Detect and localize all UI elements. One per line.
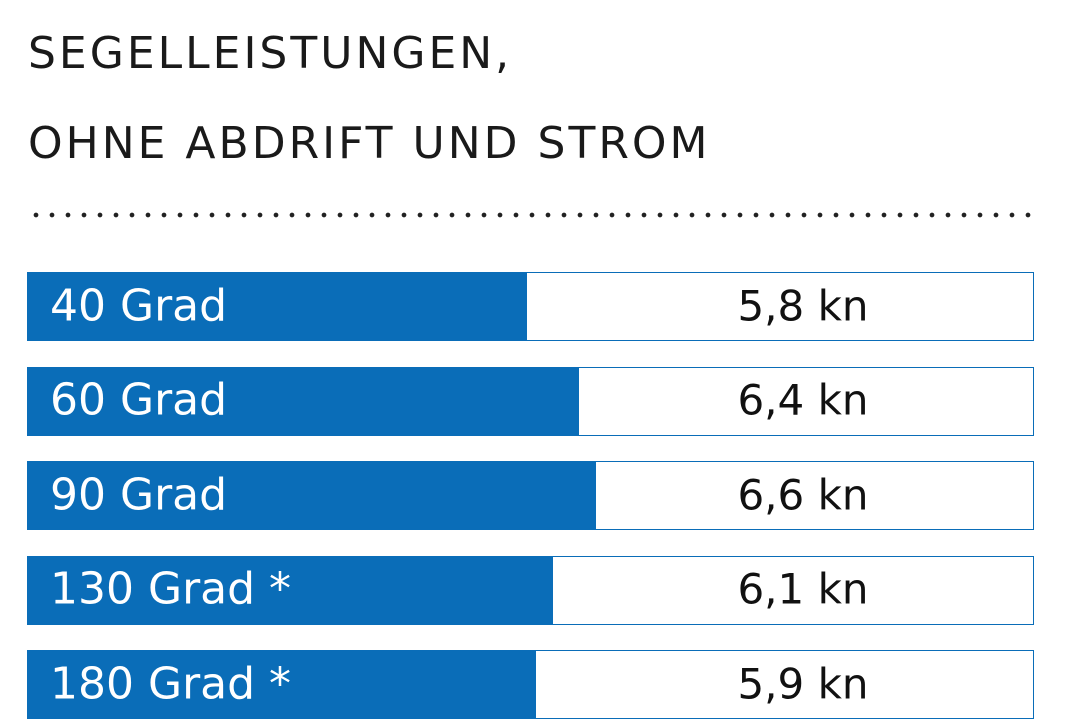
bar-row: 180 Grad * 5,9 kn — [27, 650, 1034, 719]
bar-category-label: 180 Grad * — [50, 657, 292, 709]
bar — [28, 367, 579, 435]
bar-value-label: 6,6 kn — [737, 470, 869, 520]
chart-title-line-1: SEGELLEISTUNGEN, — [28, 28, 513, 79]
bar-row: 130 Grad * 6,1 kn — [27, 555, 1034, 625]
bar-category-label: 60 Grad — [50, 374, 228, 426]
bar-value-label: 6,1 kn — [737, 564, 869, 614]
bar-category-label: 130 Grad * — [50, 563, 292, 615]
bar — [28, 556, 553, 624]
bar-row: 40 Grad 5,8 kn — [27, 272, 1034, 341]
chart-title-line-2: OHNE ABDRIFT UND STROM — [28, 118, 711, 169]
bar-value-label: 6,4 kn — [737, 375, 869, 425]
bar-row: 60 Grad 6,4 kn — [27, 366, 1034, 436]
bar-category-label: 90 Grad — [50, 468, 228, 520]
bar-value-label: 5,9 kn — [737, 659, 869, 709]
bar-category-label: 40 Grad — [50, 279, 228, 331]
bar — [28, 462, 596, 529]
bar-row: 90 Grad 6,6 kn — [27, 461, 1034, 530]
bar-value-label: 5,8 kn — [737, 281, 869, 331]
bar — [28, 273, 527, 340]
bar — [28, 651, 536, 718]
dotted-divider — [28, 210, 1040, 220]
